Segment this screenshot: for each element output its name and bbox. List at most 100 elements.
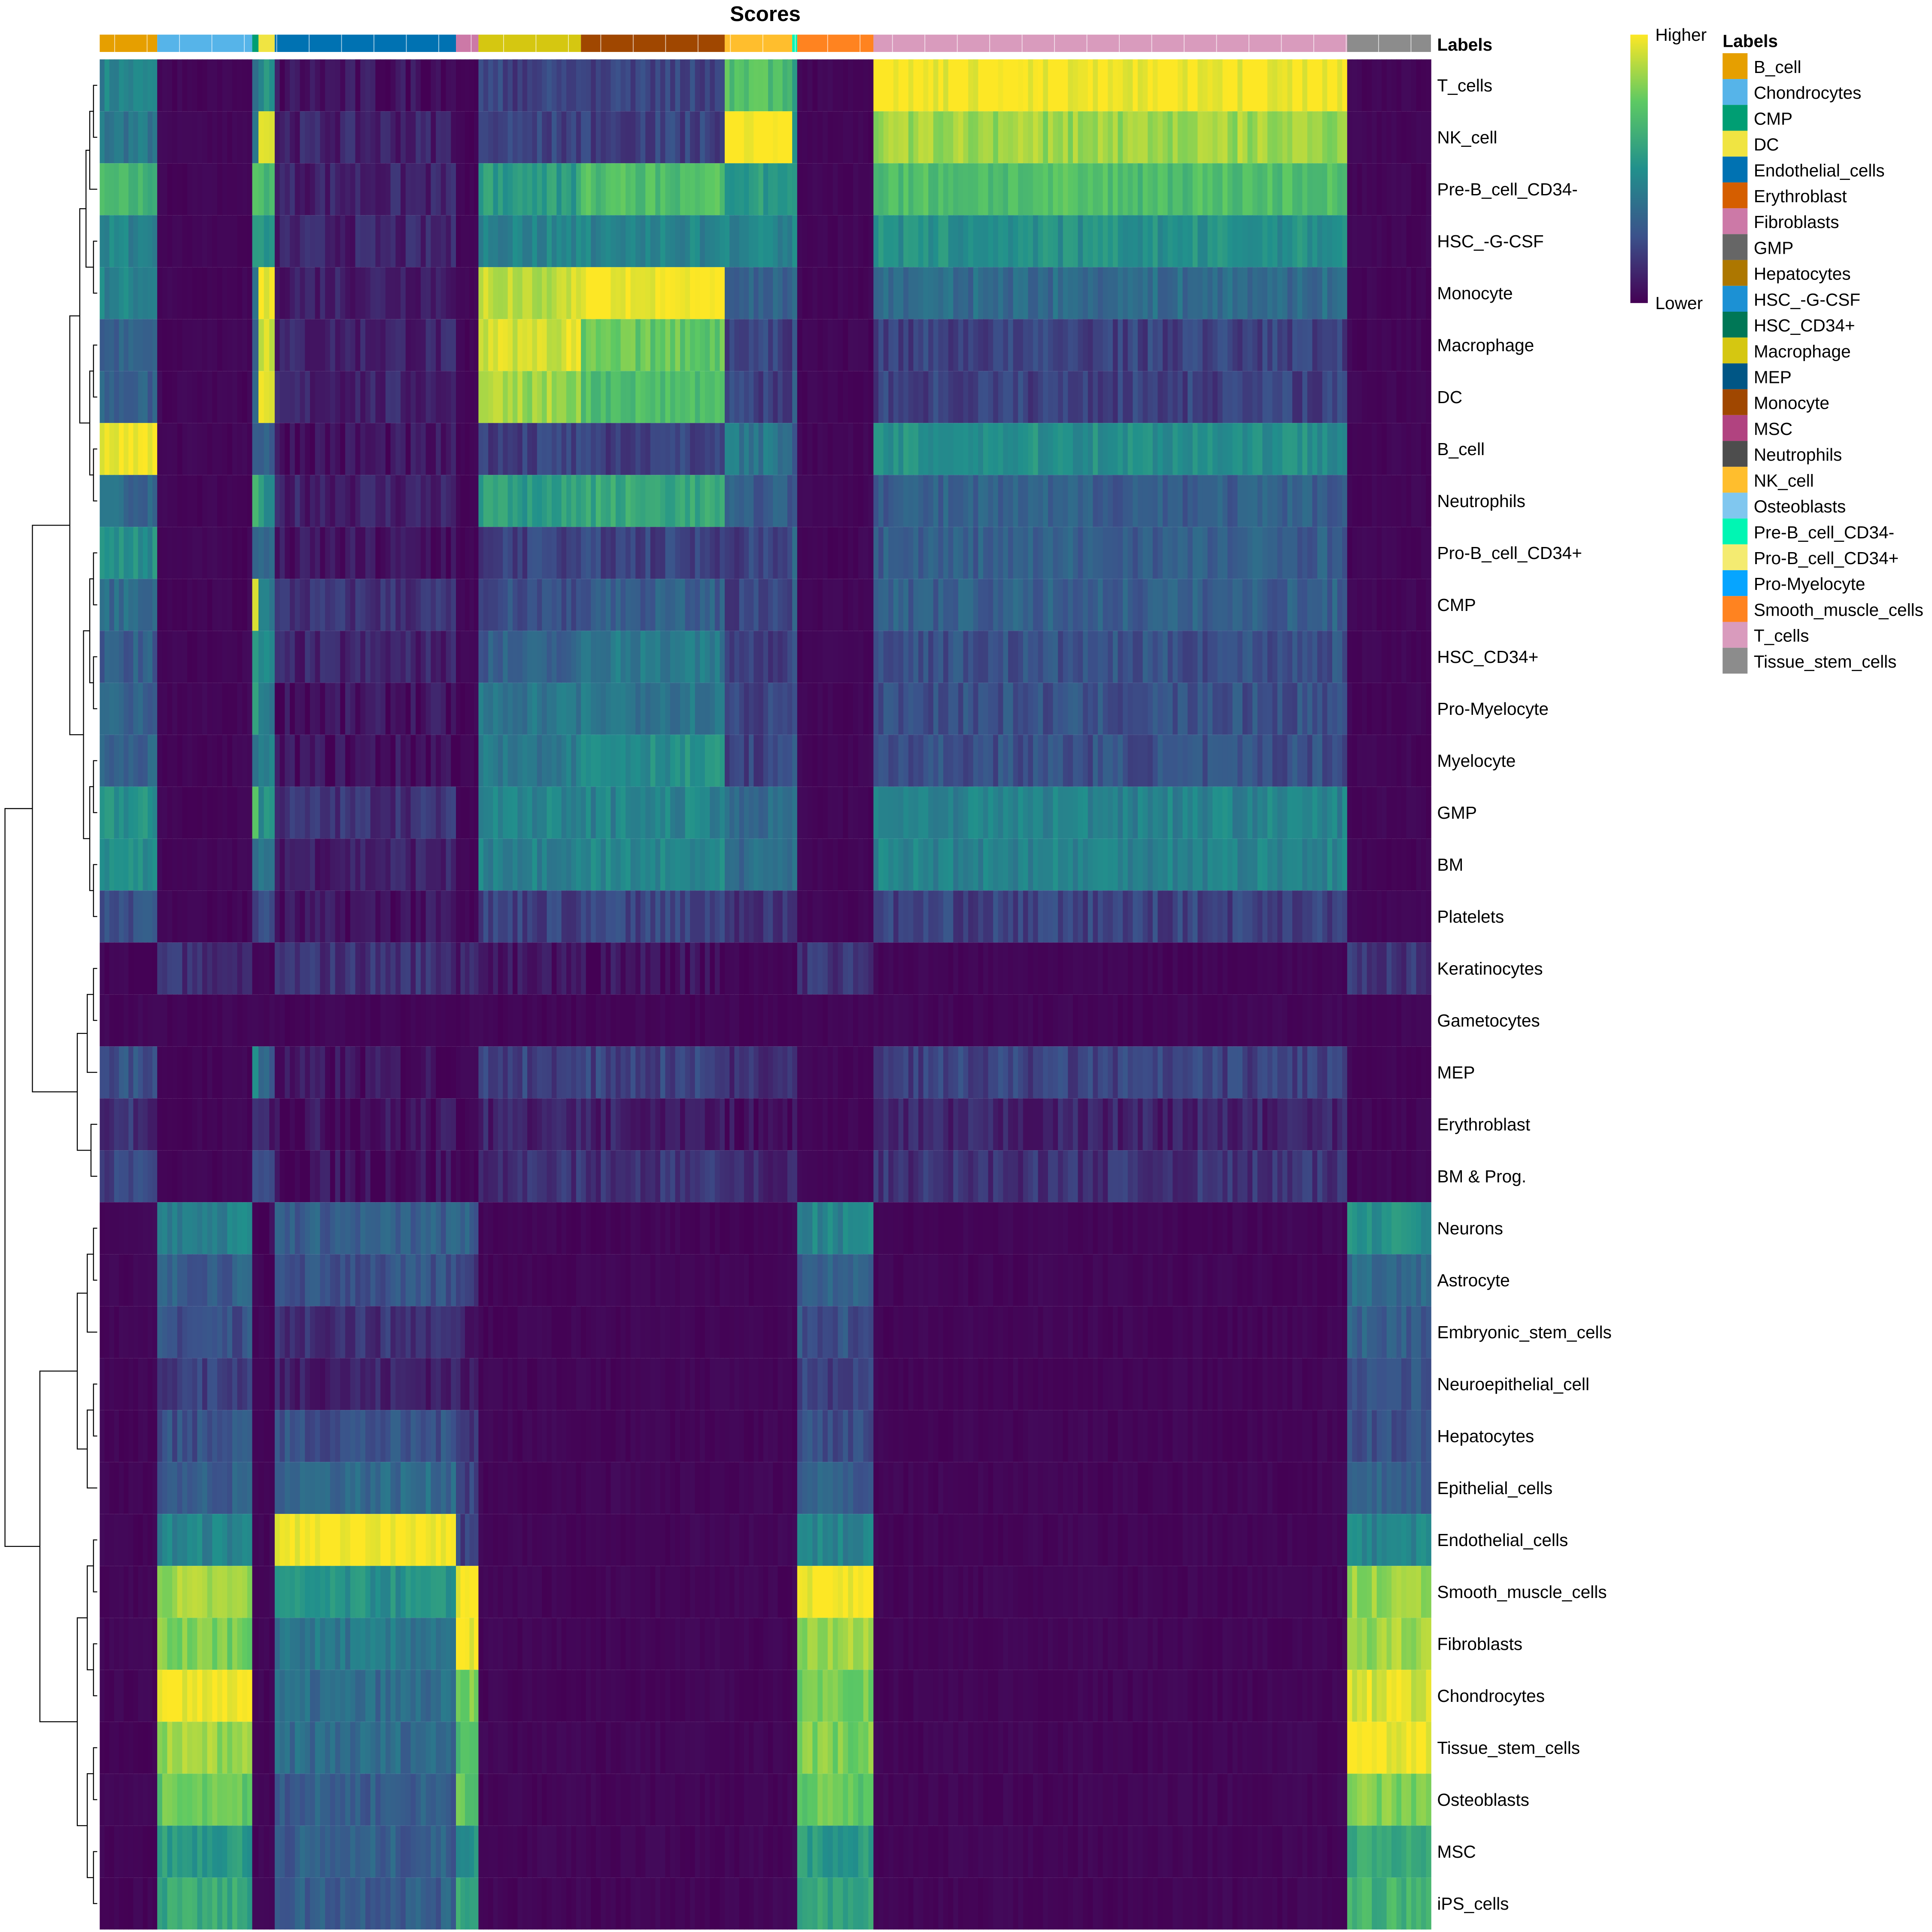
heatmap-cell bbox=[143, 1826, 148, 1878]
heatmap-cell bbox=[247, 1670, 253, 1722]
heatmap-cell bbox=[431, 111, 436, 164]
heatmap-cell bbox=[753, 423, 759, 475]
heatmap-cell bbox=[436, 1150, 441, 1203]
heatmap-cell bbox=[729, 1150, 735, 1203]
heatmap-cell bbox=[114, 215, 119, 267]
heatmap-cell bbox=[478, 267, 484, 319]
heatmap-cell bbox=[782, 1514, 788, 1566]
heatmap-cell bbox=[152, 890, 158, 943]
heatmap-cell bbox=[315, 1774, 321, 1826]
heatmap-cell bbox=[242, 1306, 248, 1358]
heatmap-cell bbox=[420, 1046, 426, 1099]
heatmap-cell bbox=[586, 1826, 592, 1878]
heatmap-cell bbox=[258, 1774, 264, 1826]
heatmap-cell bbox=[114, 838, 119, 891]
heatmap-cell bbox=[207, 1462, 213, 1514]
heatmap-cell bbox=[556, 579, 562, 631]
heatmap-cell bbox=[680, 942, 686, 995]
heatmap-cell bbox=[285, 1410, 290, 1462]
heatmap-cell bbox=[345, 475, 351, 527]
heatmap-cell bbox=[167, 1774, 173, 1826]
heatmap-cell bbox=[670, 111, 676, 164]
heatmap-cell bbox=[440, 1722, 447, 1774]
heatmap-cell bbox=[561, 1358, 567, 1410]
heatmap-cell bbox=[300, 1514, 306, 1566]
heatmap-cell bbox=[436, 1358, 441, 1410]
heatmap-cell bbox=[410, 1722, 416, 1774]
heatmap-cell bbox=[350, 1774, 356, 1826]
heatmap-cell bbox=[724, 423, 730, 475]
heatmap-cell bbox=[581, 1098, 586, 1151]
heatmap-cell bbox=[705, 423, 711, 475]
heatmap-cell bbox=[456, 1254, 461, 1306]
heatmap-cell bbox=[431, 890, 436, 943]
heatmap-cell bbox=[162, 59, 168, 112]
heatmap-cell bbox=[385, 527, 391, 579]
heatmap-cell bbox=[405, 787, 411, 839]
heatmap-cell bbox=[665, 1722, 671, 1774]
heatmap-cell bbox=[133, 735, 139, 787]
heatmap-cell bbox=[242, 1098, 248, 1151]
heatmap-cell bbox=[685, 838, 691, 891]
heatmap-cell bbox=[556, 319, 562, 371]
heatmap-cell bbox=[197, 1254, 203, 1306]
heatmap-cell bbox=[330, 475, 336, 527]
heatmap-cell bbox=[782, 1098, 788, 1151]
heatmap-cell bbox=[532, 683, 538, 735]
heatmap-cell bbox=[680, 371, 686, 423]
heatmap-cell bbox=[527, 735, 533, 787]
heatmap-cell bbox=[595, 423, 601, 475]
heatmap-cell bbox=[242, 1722, 248, 1774]
heatmap-cell bbox=[350, 1202, 356, 1255]
heatmap-cell bbox=[601, 59, 606, 112]
heatmap-cell bbox=[360, 994, 366, 1047]
heatmap-cell bbox=[405, 683, 411, 735]
heatmap-cell bbox=[147, 423, 153, 475]
heatmap-cell bbox=[626, 1358, 631, 1410]
heatmap-cell bbox=[264, 683, 270, 735]
heatmap-cell bbox=[615, 111, 621, 164]
heatmap-cell bbox=[595, 1150, 601, 1203]
column-annotation-bar bbox=[100, 34, 1431, 52]
heatmap-cell bbox=[138, 994, 143, 1047]
heatmap-cell bbox=[517, 1722, 523, 1774]
heatmap-cell bbox=[425, 319, 431, 371]
heatmap-cell bbox=[532, 1877, 538, 1930]
heatmap-cell bbox=[537, 1462, 543, 1514]
heatmap-cell bbox=[152, 1098, 158, 1151]
heatmap-cell bbox=[133, 1202, 139, 1255]
heatmap-cell bbox=[401, 787, 406, 839]
heatmap-cell bbox=[133, 1877, 139, 1930]
heatmap-cell bbox=[425, 111, 431, 164]
heatmap-cell bbox=[365, 735, 371, 787]
heatmap-cell bbox=[522, 1670, 528, 1722]
heatmap-cell bbox=[680, 683, 686, 735]
heatmap-cell bbox=[431, 267, 436, 319]
heatmap-cell bbox=[537, 1150, 543, 1203]
heatmap-cell bbox=[586, 267, 592, 319]
heatmap-cell bbox=[167, 1877, 173, 1930]
heatmap-cell bbox=[660, 1462, 666, 1514]
heatmap-cell bbox=[310, 1774, 316, 1826]
heatmap-cell bbox=[734, 1462, 740, 1514]
heatmap-cell bbox=[335, 111, 341, 164]
heatmap-cell bbox=[465, 371, 470, 423]
heatmap-cell bbox=[720, 475, 725, 527]
heatmap-cell bbox=[212, 942, 218, 995]
heatmap-cell bbox=[192, 683, 198, 735]
heatmap-cell bbox=[446, 890, 452, 943]
heatmap-cell bbox=[507, 1514, 513, 1566]
heatmap-cell bbox=[611, 890, 616, 943]
heatmap-cell bbox=[695, 111, 701, 164]
heatmap-cell bbox=[581, 1566, 586, 1618]
heatmap-cell bbox=[269, 1046, 275, 1099]
heatmap-cell bbox=[390, 111, 396, 164]
heatmap-cell bbox=[522, 1462, 528, 1514]
heatmap-cell bbox=[605, 683, 611, 735]
heatmap-cell bbox=[595, 319, 601, 371]
heatmap-cell bbox=[763, 631, 769, 683]
heatmap-cell bbox=[591, 890, 596, 943]
heatmap-cell bbox=[202, 527, 208, 579]
heatmap-cell bbox=[385, 1150, 391, 1203]
heatmap-cell bbox=[350, 1618, 356, 1670]
